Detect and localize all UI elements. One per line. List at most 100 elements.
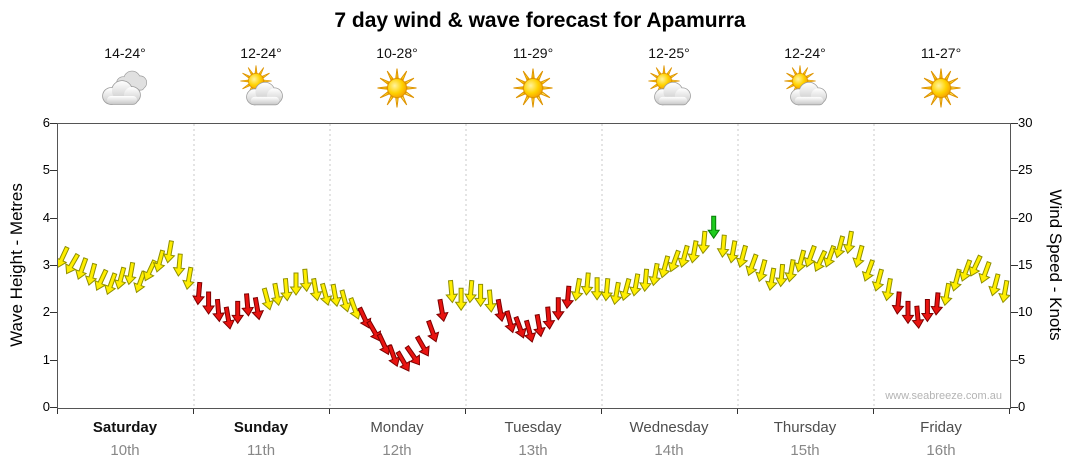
wind-arrow [707,215,721,240]
wind-arrow [735,244,749,269]
wind-arrow [726,240,739,264]
bottom-axis-tick [57,409,58,414]
wind-arrow [142,259,158,282]
weather-icon-partly-cloudy [193,64,329,117]
right-axis-tick [1011,265,1018,266]
wind-arrow [774,263,788,288]
wind-arrow [891,291,905,315]
right-axis-tick-label: 30 [1018,115,1033,130]
day-date-label: 14th [654,442,684,459]
wind-arrow [542,306,556,330]
wind-arrow [65,252,81,275]
weather-icon-cloudy [57,64,193,117]
wind-arrow [270,282,284,307]
chart-title: 7 day wind & wave forecast for Apamurra [334,9,746,32]
wind-arrow [793,249,807,273]
right-axis-tick [1011,123,1018,124]
right-axis-tick-label: 15 [1018,257,1033,272]
left-axis-title: Wave Height - Metres [7,183,26,347]
wind-arrow [123,261,137,286]
left-axis-tick [50,359,57,361]
wind-arrow [570,277,584,302]
temp-range-label: 11-29° [512,45,554,61]
wind-arrow [687,240,701,264]
wind-arrow [523,319,537,343]
temp-range-label: 14-24° [104,45,146,61]
right-axis-tick-label: 25 [1018,162,1033,178]
left-axis-tick [50,123,57,124]
day-date-label: 15th [790,442,820,459]
wind-arrow [580,272,594,296]
wind-arrow [172,253,186,277]
right-axis-tick [1011,217,1018,219]
day-name-label: Tuesday [504,419,562,436]
bottom-axis-tick [601,409,602,414]
wind-arrow [842,230,856,255]
right-axis-tick-label: 10 [1018,304,1033,320]
wind-arrow [920,299,934,323]
wind-arrow [832,235,846,259]
left-axis-tick-label: 6 [42,115,50,130]
wind-arrow [648,262,662,287]
wind-arrow [638,268,652,293]
left-axis-tick-label: 1 [42,351,50,367]
bottom-axis-tick [873,409,874,414]
wind-arrow [84,262,98,287]
wind-arrow [939,282,953,307]
wind-arrow [289,272,303,296]
weather-icon-sunny [329,64,465,117]
plot-area [55,123,1011,409]
wind-arrow [454,287,468,312]
wind-arrow [113,266,127,290]
wind-arrow [533,313,546,338]
wind-arrow [871,268,885,292]
wind-arrow [464,279,478,304]
wind-arrow [75,257,89,281]
day-name-label: Wednesday [629,419,709,436]
left-axis-tick [50,407,57,408]
wind-arrow [329,283,342,308]
wind-arrow [513,315,527,339]
left-axis-tick-label: 2 [42,304,50,320]
wind-arrow [784,259,798,283]
wind-arrow [561,285,575,310]
wind-arrow [551,297,565,321]
wind-arrow [998,279,1011,304]
wind-arrow [716,234,730,259]
day-name-label: Thursday [773,419,837,436]
right-axis-tick-label: 0 [1018,399,1026,414]
wind-arrow [881,277,895,302]
right-axis-tick-label: 20 [1018,209,1033,225]
wind-arrow [978,260,992,284]
wind-arrow [241,293,255,317]
wind-arrow [968,254,983,277]
wind-arrow [629,273,642,297]
wind-arrow [299,268,313,293]
wind-arrow [823,244,837,268]
right-axis-tick [1011,407,1018,408]
right-axis-tick [1011,359,1018,361]
left-axis-tick-label: 0 [42,399,50,414]
wind-arrow [251,296,265,321]
temp-range-label: 11-27° [920,45,962,61]
right-axis-tick [1011,170,1018,172]
left-axis-tick [50,217,57,219]
wind-arrow [609,281,623,306]
wind-arrow [162,240,176,264]
wind-arrow [619,277,632,302]
day-name-label: Monday [370,419,424,436]
wind-arrow [949,268,962,292]
wind-arrow [988,273,1001,297]
left-axis-tick [50,312,57,314]
right-axis-tick [1011,312,1018,314]
wind-arrow [309,277,323,302]
watermark: www.seabreeze.com.au [885,390,1002,402]
weather-icon-partly-cloudy [737,64,873,117]
bottom-axis-tick [329,409,330,414]
wind-arrow [765,267,778,291]
left-axis-tick-label: 3 [42,257,50,272]
bottom-axis-tick [1009,409,1010,414]
wind-arrow-series [55,124,1011,408]
wind-arrow [745,253,759,277]
